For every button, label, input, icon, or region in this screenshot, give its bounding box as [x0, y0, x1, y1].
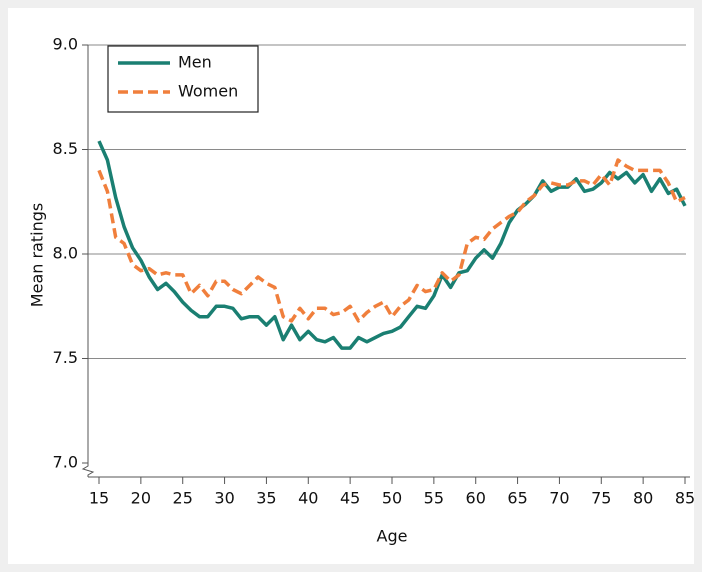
legend-label: Men — [178, 53, 212, 72]
grid — [88, 44, 686, 359]
x-tick-label: 70 — [549, 489, 569, 508]
lines — [97, 140, 687, 350]
series-line — [97, 158, 686, 323]
x-tick-label: 20 — [131, 489, 151, 508]
x-tick-label: 15 — [89, 489, 109, 508]
x-tick-label: 40 — [298, 489, 318, 508]
x-tick-label: 25 — [173, 489, 193, 508]
y-axis-label: Mean ratings — [28, 203, 47, 307]
x-tick-label: 75 — [591, 489, 611, 508]
y-tick-label: 9.0 — [53, 35, 78, 54]
legend-label: Women — [178, 82, 238, 101]
x-axis-label: Age — [377, 527, 408, 546]
x-tick-label: 30 — [214, 489, 234, 508]
x-tick-label: 50 — [382, 489, 402, 508]
x-tick-label: 55 — [424, 489, 444, 508]
y-tick-label: 8.5 — [53, 139, 78, 158]
axis-break — [81, 463, 95, 477]
x-tick-label: 45 — [340, 489, 360, 508]
y-tick-label: 7.5 — [53, 348, 78, 367]
x-tick-label: 65 — [507, 489, 527, 508]
y-tick-label: 7.0 — [53, 453, 78, 472]
x-tick-label: 60 — [466, 489, 486, 508]
series-line — [97, 140, 687, 350]
legend — [107, 45, 259, 113]
x-tick-label: 80 — [633, 489, 653, 508]
x-tick-label: 35 — [256, 489, 276, 508]
y-tick-label: 8.0 — [53, 244, 78, 263]
x-tick-label: 85 — [675, 489, 695, 508]
